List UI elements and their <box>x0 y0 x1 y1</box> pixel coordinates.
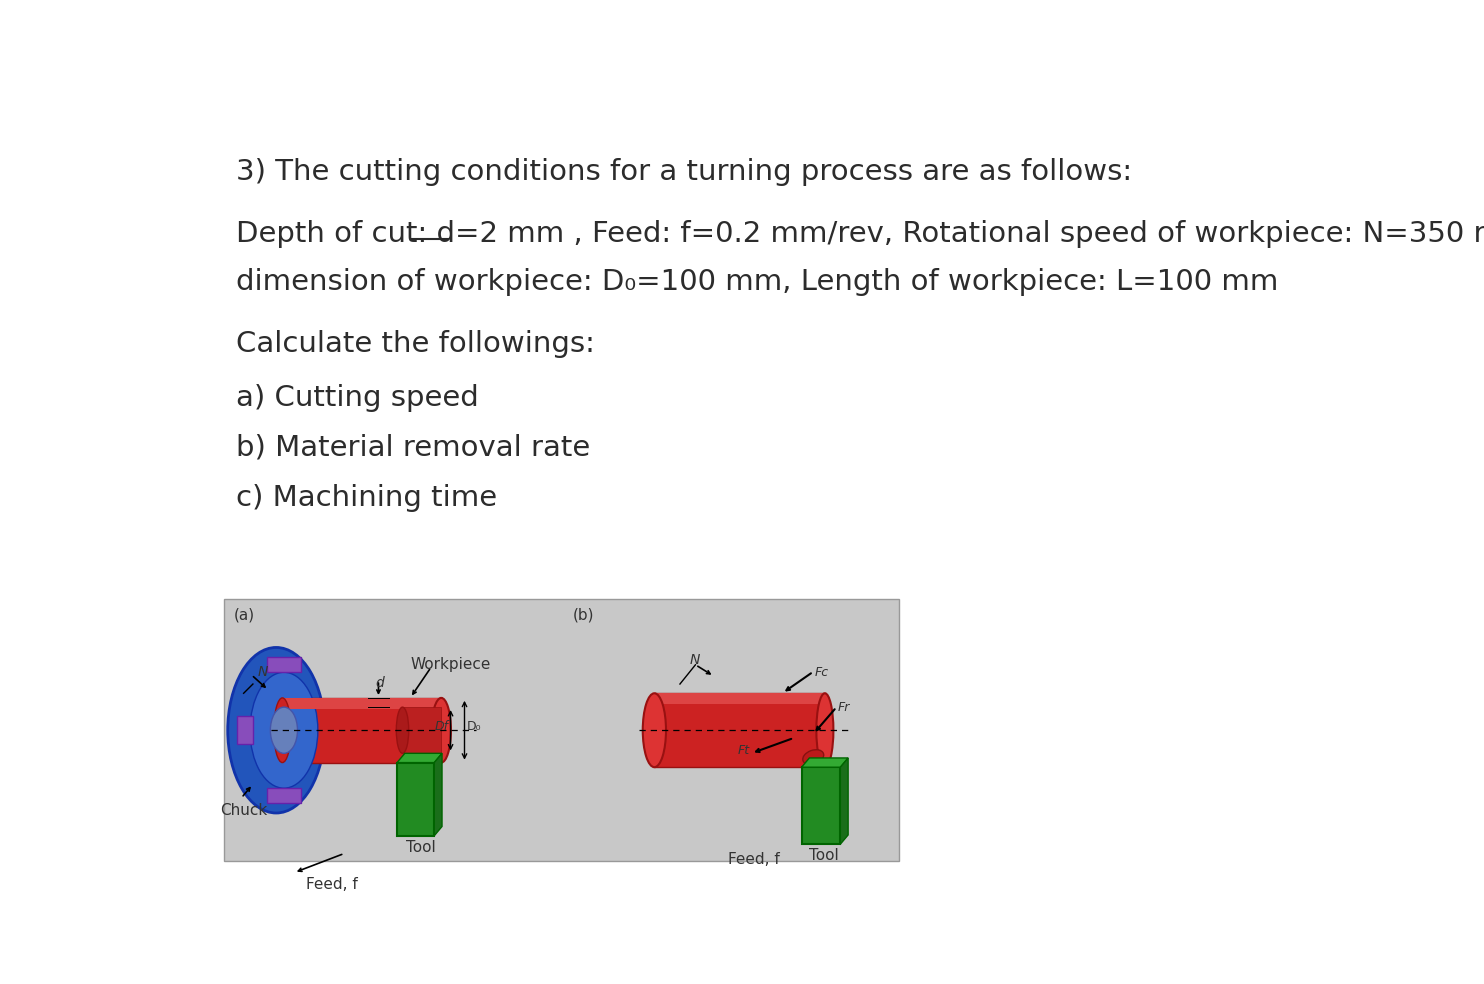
Text: Ft: Ft <box>738 744 749 757</box>
Polygon shape <box>267 657 301 672</box>
Text: b) Material removal rate: b) Material removal rate <box>236 434 591 461</box>
Polygon shape <box>435 754 442 835</box>
Text: D₀: D₀ <box>467 720 481 733</box>
Polygon shape <box>402 707 441 754</box>
Text: Feed, f: Feed, f <box>306 877 358 892</box>
Polygon shape <box>398 763 435 835</box>
Polygon shape <box>282 698 441 763</box>
Polygon shape <box>267 788 301 803</box>
Text: N: N <box>689 653 699 667</box>
Ellipse shape <box>396 707 408 754</box>
Text: a) Cutting speed: a) Cutting speed <box>236 384 479 411</box>
Text: (b): (b) <box>573 607 595 622</box>
Polygon shape <box>282 698 441 708</box>
Ellipse shape <box>432 698 451 763</box>
Ellipse shape <box>249 672 318 788</box>
Ellipse shape <box>275 698 291 763</box>
Text: Chuck: Chuck <box>221 803 267 819</box>
Text: c) Machining time: c) Machining time <box>236 484 497 512</box>
Text: Fr: Fr <box>837 701 850 714</box>
Text: 3) The cutting conditions for a turning process are as follows:: 3) The cutting conditions for a turning … <box>236 158 1132 186</box>
Text: N: N <box>258 665 269 679</box>
Text: Tool: Tool <box>407 839 436 854</box>
Text: Calculate the followings:: Calculate the followings: <box>236 330 595 358</box>
Polygon shape <box>840 758 849 844</box>
Text: Feed, f: Feed, f <box>729 852 779 867</box>
Text: Tool: Tool <box>809 848 838 863</box>
Ellipse shape <box>227 647 325 813</box>
Text: d: d <box>375 676 384 691</box>
Text: Workpiece: Workpiece <box>410 657 491 672</box>
Polygon shape <box>801 768 840 844</box>
Polygon shape <box>654 694 825 704</box>
Text: (a): (a) <box>233 607 255 622</box>
Polygon shape <box>398 754 442 763</box>
Text: Fc: Fc <box>815 665 830 679</box>
Polygon shape <box>801 758 849 768</box>
Ellipse shape <box>270 707 297 754</box>
Polygon shape <box>654 694 825 768</box>
Text: dimension of workpiece: D₀=100 mm, Length of workpiece: L=100 mm: dimension of workpiece: D₀=100 mm, Lengt… <box>236 269 1278 296</box>
Ellipse shape <box>643 694 666 768</box>
Ellipse shape <box>803 750 824 765</box>
Polygon shape <box>237 716 252 744</box>
Ellipse shape <box>816 694 834 768</box>
Text: Df: Df <box>435 720 448 733</box>
FancyBboxPatch shape <box>224 599 898 861</box>
Text: Depth of cut: d=2 mm , Feed: f=0.2 mm/rev, Rotational speed of workpiece: N=350 : Depth of cut: d=2 mm , Feed: f=0.2 mm/re… <box>236 219 1484 248</box>
